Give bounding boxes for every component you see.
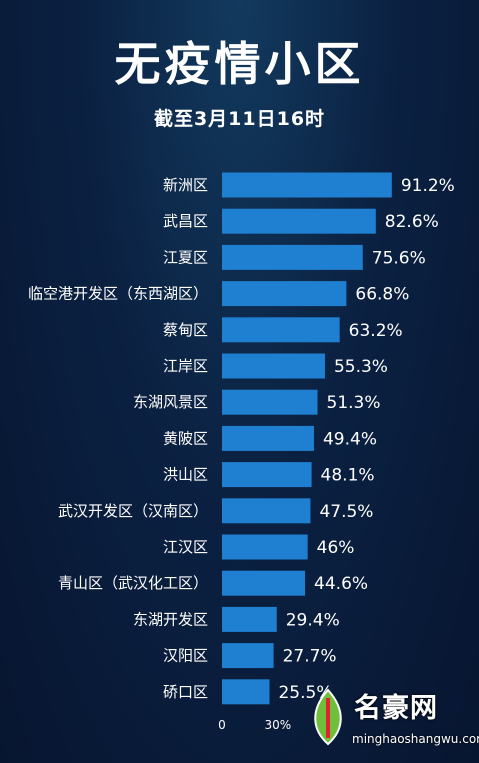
value-label: 25.5%: [278, 683, 332, 703]
category-label: 汉阳区: [163, 647, 208, 665]
value-label: 51.3%: [327, 393, 381, 413]
category-label: 新洲区: [163, 176, 208, 194]
value-label: 82.6%: [385, 212, 439, 232]
bar: [222, 643, 274, 669]
value-label: 47.5%: [319, 502, 373, 522]
value-label: 66.8%: [355, 285, 409, 305]
category-label: 青山区（武汉化工区）: [58, 574, 208, 592]
category-label: 临空港开发区（东西湖区）: [28, 285, 208, 303]
category-label: 硚口区: [163, 683, 208, 701]
value-label: 29.4%: [286, 610, 340, 630]
category-label: 武汉开发区（汉南区）: [58, 502, 208, 520]
leaf-logo-icon: [314, 688, 342, 746]
chart-subtitle: 截至3月11日16时: [153, 108, 326, 130]
bar: [222, 389, 318, 415]
category-label: 江汉区: [163, 538, 208, 556]
bar: [222, 353, 325, 379]
bar: [222, 498, 311, 524]
category-label: 蔡甸区: [163, 321, 208, 339]
bar: [222, 534, 308, 560]
value-label: 44.6%: [314, 574, 368, 594]
watermark-name: 名豪网: [354, 693, 438, 724]
value-label: 49.4%: [323, 429, 377, 449]
bar: [222, 606, 277, 632]
category-label: 东湖开发区: [133, 610, 208, 628]
bar: [222, 281, 347, 307]
category-label: 东湖风景区: [133, 393, 208, 411]
bar: [222, 208, 376, 234]
bar: [222, 425, 314, 451]
value-label: 91.2%: [401, 176, 455, 196]
value-label: 48.1%: [321, 466, 375, 486]
category-label: 江岸区: [163, 357, 208, 375]
value-label: 27.7%: [283, 647, 337, 667]
value-label: 63.2%: [349, 321, 403, 341]
bar: [222, 317, 340, 343]
value-label: 75.6%: [372, 248, 426, 268]
watermark-url: minghaoshangwu.com: [352, 732, 479, 746]
value-label: 55.3%: [334, 357, 388, 377]
category-label: 黄陂区: [163, 429, 208, 447]
bar: [222, 462, 312, 488]
x-tick-label: 0: [218, 718, 226, 732]
category-label: 洪山区: [163, 466, 208, 484]
bar: [222, 172, 392, 198]
value-label: 46%: [317, 538, 355, 558]
watermark: 名豪网 minghaoshangwu.com: [304, 680, 479, 763]
x-tick-label: 30%: [265, 718, 292, 732]
category-label: 江夏区: [163, 248, 208, 266]
bar: [222, 244, 363, 270]
bar: [222, 570, 306, 596]
chart-title: 无疫情小区: [114, 37, 365, 91]
bar: [222, 679, 270, 705]
category-label: 武昌区: [163, 212, 208, 230]
